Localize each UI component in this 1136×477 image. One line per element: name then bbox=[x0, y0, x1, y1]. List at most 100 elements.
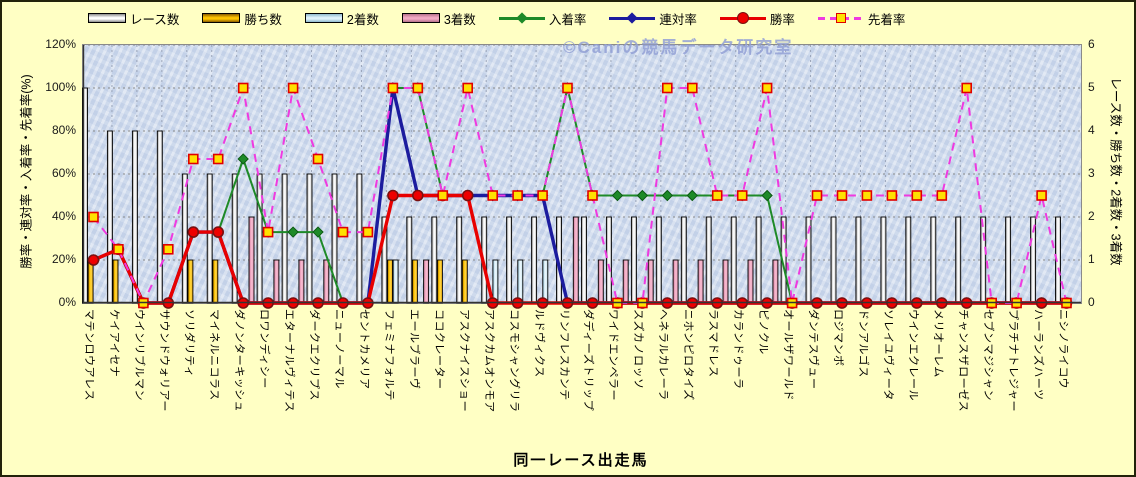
x-category-label: ニューノーマル bbox=[332, 309, 345, 389]
x-category-label: サウンドウォリアー bbox=[158, 309, 171, 412]
finish_ahead_rate-point bbox=[711, 190, 723, 201]
win_rate-point bbox=[411, 189, 424, 202]
x-axis-title: 同一レース出走馬 bbox=[513, 452, 649, 469]
legend-label: 2着数 bbox=[346, 12, 379, 27]
finish_ahead_rate-point bbox=[462, 82, 474, 94]
legend-item-thirds[interactable]: 3着数 bbox=[401, 9, 476, 28]
finish_ahead_rate-point bbox=[312, 153, 324, 165]
races-bar bbox=[680, 216, 687, 304]
wins-bar bbox=[187, 259, 194, 304]
seconds-bar bbox=[517, 259, 524, 304]
combo-chart-svg bbox=[82, 44, 1081, 309]
legend-label: 勝率 bbox=[769, 12, 795, 27]
finish_ahead_rate-point bbox=[262, 226, 274, 238]
races-bar bbox=[506, 216, 513, 304]
thirds-bar bbox=[747, 259, 754, 304]
finish_ahead_rate-point bbox=[961, 82, 973, 94]
x-category-label: マイネルニコラス bbox=[208, 309, 221, 401]
legend-label: 連対率 bbox=[659, 12, 697, 27]
right-axis-tick: 1 bbox=[1088, 252, 1095, 266]
place_rate-point bbox=[237, 153, 249, 165]
place_rate-marker-icon bbox=[516, 12, 528, 24]
x-category-label: オールザワールド bbox=[782, 309, 795, 401]
seconds-bar bbox=[492, 259, 499, 304]
quinella_rate-line-swatch-icon bbox=[609, 11, 656, 25]
left-axis-tick: 0% bbox=[58, 295, 76, 309]
thirds-bar bbox=[423, 259, 430, 304]
finish_ahead_rate-point bbox=[736, 190, 748, 201]
races-bar bbox=[980, 216, 987, 304]
races-bar bbox=[705, 216, 712, 304]
x-category-label: エールブラーヴ bbox=[407, 309, 420, 390]
finish_ahead_rate-point bbox=[487, 190, 499, 201]
x-category-label: アスクカムオンモア bbox=[482, 309, 495, 413]
left-axis-tick: 100% bbox=[45, 80, 76, 94]
legend-item-seconds[interactable]: 2着数 bbox=[304, 9, 379, 28]
seconds-bar-swatch-icon bbox=[304, 13, 343, 23]
right-axis-tick: 4 bbox=[1088, 123, 1095, 137]
win_rate-point bbox=[212, 226, 224, 238]
place_rate-line-swatch-icon bbox=[498, 11, 545, 25]
thirds-bar bbox=[273, 259, 280, 304]
x-category-label: ロジマンボ bbox=[831, 309, 844, 367]
x-category-label: ダークエクリプス bbox=[308, 309, 321, 401]
x-category-label: ニシノライコウ bbox=[1056, 309, 1069, 390]
quinella_rate-marker-icon bbox=[626, 12, 638, 24]
thirds-bar bbox=[323, 259, 330, 304]
thirds-bar-swatch-icon bbox=[401, 13, 440, 23]
x-category-label: セントカメリア bbox=[357, 309, 370, 390]
legend-item-quinella_rate[interactable]: 連対率 bbox=[609, 9, 697, 28]
right-axis-tick: 2 bbox=[1088, 209, 1095, 223]
wins-bar-swatch-icon bbox=[202, 13, 241, 23]
place_rate-point bbox=[611, 189, 624, 202]
races-bar bbox=[930, 216, 937, 304]
finish_ahead_rate-point bbox=[212, 153, 224, 165]
left-axis-tick: 20% bbox=[51, 252, 76, 266]
finish_ahead_rate-point bbox=[936, 190, 948, 201]
legend-item-place_rate[interactable]: 入着率 bbox=[498, 9, 586, 28]
x-category-label: ヘネラルカレーラ bbox=[657, 309, 670, 401]
legend-item-wins[interactable]: 勝ち数 bbox=[202, 9, 282, 28]
left-axis-tick: 80% bbox=[51, 123, 76, 137]
wins-bar bbox=[411, 259, 418, 304]
finish_ahead_rate-point bbox=[1036, 190, 1047, 201]
x-category-label: ウインリブルマン bbox=[133, 309, 146, 401]
races-bar bbox=[955, 216, 962, 304]
finish_ahead_rate-point bbox=[412, 82, 424, 94]
races-bar bbox=[106, 130, 113, 304]
finish_ahead_rate-point bbox=[362, 226, 374, 238]
finish_ahead_rate-point bbox=[88, 211, 99, 223]
seconds-bar bbox=[542, 259, 549, 304]
x-category-label: ソリダリティ bbox=[183, 309, 196, 378]
x-category-label: ソレイユヴィータ bbox=[881, 309, 894, 401]
races-bar bbox=[880, 216, 887, 304]
legend-item-finish_ahead_rate[interactable]: 先着率 bbox=[817, 9, 905, 28]
finish_ahead_rate-marker-icon bbox=[835, 13, 846, 23]
wins-bar bbox=[387, 259, 393, 304]
races-bar bbox=[281, 173, 288, 304]
races-bar bbox=[855, 216, 862, 304]
x-category-label: ドンアルゴス bbox=[856, 309, 869, 378]
chart-plot-area[interactable] bbox=[82, 44, 1082, 309]
x-category-label: プラチナトレジャー bbox=[1006, 309, 1019, 412]
left-axis-tick: 60% bbox=[51, 166, 76, 180]
x-category-label: メリオーレム bbox=[931, 309, 944, 378]
finish_ahead_rate-point bbox=[836, 190, 848, 201]
legend-item-win_rate[interactable]: 勝率 bbox=[719, 9, 795, 28]
finish_ahead_rate-point bbox=[387, 82, 399, 94]
thirds-bar bbox=[622, 259, 629, 304]
x-category-label: ウインエクレール bbox=[906, 309, 919, 401]
wins-bar bbox=[461, 259, 468, 304]
wins-bar bbox=[436, 259, 443, 304]
right-axis-tick: 6 bbox=[1088, 37, 1095, 51]
races-bar bbox=[581, 216, 587, 304]
finish_ahead_rate-point bbox=[537, 190, 548, 201]
legend-item-races[interactable]: レース数 bbox=[88, 9, 179, 28]
right-axis-tick: 3 bbox=[1088, 166, 1095, 180]
x-category-label: ダディーズトリップ bbox=[582, 309, 595, 412]
bars-races bbox=[82, 87, 1061, 304]
races-bar bbox=[156, 130, 163, 304]
watermark-text: ©Caniの競馬データ研究室 bbox=[563, 38, 794, 57]
thirds-bar bbox=[697, 259, 704, 304]
